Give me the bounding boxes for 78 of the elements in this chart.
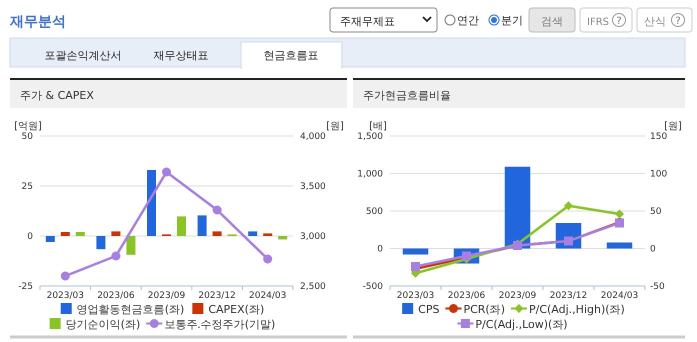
- x-tick-label: 2023/12: [550, 291, 588, 301]
- legend-label: 영업활동현금흐름(좌): [76, 303, 184, 316]
- text: 검색: [541, 15, 563, 28]
- y-tick-label: 0: [377, 244, 384, 254]
- bar: [198, 215, 207, 236]
- y2-tick-label: 4,000: [300, 132, 326, 142]
- bar: [248, 231, 258, 236]
- legend-label: P/C(Adj.,High)(좌): [529, 303, 625, 316]
- point: [162, 168, 171, 176]
- text: 분기: [501, 14, 523, 27]
- bar: [111, 231, 120, 236]
- legend-label: 보통주.수정주가(기말): [164, 318, 276, 331]
- y-tick-label: 500: [366, 207, 384, 217]
- legend-label: 당기순이익(좌): [66, 318, 140, 331]
- text: 주재무제표: [340, 15, 395, 28]
- bar: [212, 231, 222, 236]
- point: [263, 254, 272, 264]
- legend-label: CAPEX(좌): [208, 303, 264, 316]
- point: [564, 201, 573, 210]
- bar: [402, 248, 428, 254]
- bar: [46, 236, 55, 242]
- x-tick-label: 2023/12: [198, 291, 236, 301]
- y-tick-label: 0: [27, 232, 34, 242]
- text: 현금흐름표: [264, 49, 318, 62]
- point: [615, 210, 624, 218]
- y-tick-label: 25: [22, 182, 33, 192]
- text: 산식: [644, 15, 666, 28]
- bar: [263, 233, 272, 236]
- y-axis-title: [배]: [369, 121, 387, 132]
- x-tick-label: 2024/03: [600, 291, 638, 301]
- text: ?: [616, 16, 622, 27]
- point: [212, 206, 222, 214]
- text: 재무분석: [9, 14, 66, 30]
- point: [111, 252, 120, 260]
- y-tick-label: 1,500: [357, 132, 384, 142]
- x-tick-label: 2024/03: [249, 291, 286, 301]
- x-tick-label: 2023/09: [498, 291, 536, 301]
- y2-axis-title: [원]: [326, 121, 344, 132]
- y2-tick-label: -50: [650, 282, 665, 292]
- x-tick-label: 2023/06: [448, 291, 486, 301]
- x-tick-label: 2023/03: [396, 291, 434, 301]
- point: [411, 262, 420, 271]
- chart-title: 주가 & CAPEX: [20, 89, 94, 102]
- legend-label: PCR(좌): [463, 303, 505, 316]
- bar: [278, 236, 288, 240]
- y-tick-label: -500: [362, 282, 384, 292]
- y2-tick-label: 3,000: [300, 232, 326, 242]
- bar: [126, 236, 136, 255]
- y2-axis-title: [원]: [664, 121, 682, 132]
- y2-tick-label: 150: [650, 132, 668, 142]
- bar: [177, 216, 186, 236]
- bar: [147, 170, 156, 236]
- x-tick-label: 2023/03: [46, 291, 84, 301]
- y-tick-label: -25: [18, 282, 33, 292]
- bar: [96, 236, 106, 250]
- y-tick-label: 1,000: [357, 170, 384, 180]
- bar: [76, 232, 85, 236]
- legend-label: P/C(Adj.,Low)(좌): [475, 318, 568, 331]
- bar: [504, 166, 530, 248]
- x-tick-label: 2023/09: [148, 291, 186, 301]
- y-tick-label: 50: [22, 132, 34, 142]
- text: IFRS: [587, 17, 609, 28]
- bar: [606, 242, 632, 248]
- y2-tick-label: 2,500: [300, 282, 326, 292]
- text: 포괄손익계산서: [44, 49, 122, 62]
- chart-title: 주가현금흐름비율: [363, 89, 451, 102]
- y-axis-title: [억원]: [14, 121, 42, 132]
- legend-label: CPS: [418, 303, 440, 316]
- x-tick-label: 2023/06: [97, 291, 135, 301]
- y2-tick-label: 0: [650, 244, 656, 254]
- text: 연간: [457, 14, 479, 27]
- text: 재무상태표: [154, 49, 208, 62]
- text: ?: [675, 16, 681, 27]
- bar: [60, 232, 70, 236]
- y2-tick-label: 100: [650, 170, 668, 180]
- y2-tick-label: 50: [650, 207, 662, 217]
- y2-tick-label: 3,500: [300, 182, 326, 192]
- point: [60, 272, 70, 280]
